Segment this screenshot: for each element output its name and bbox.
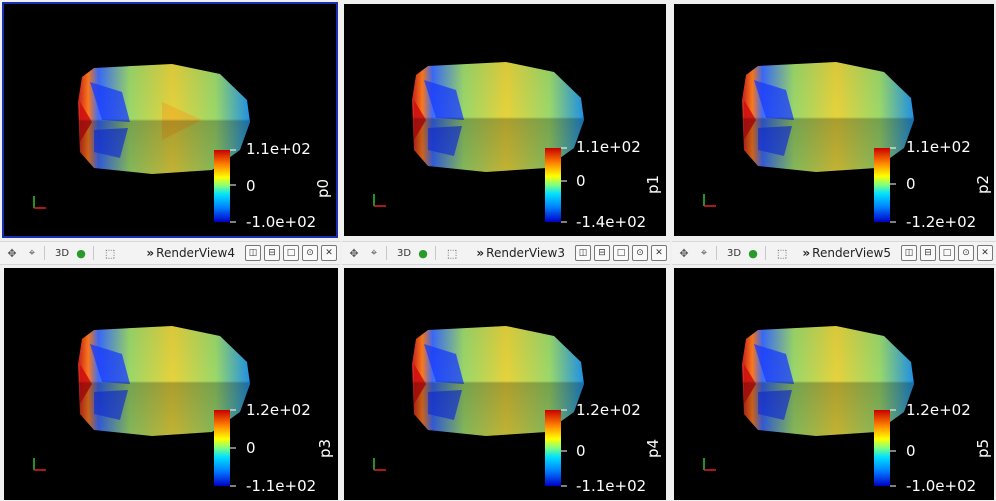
mesh-surface — [742, 326, 914, 436]
colorbar-mid: 0 — [906, 175, 916, 193]
colorbar-max: 1.1e+02 — [576, 138, 641, 156]
axes-triad-icon — [33, 458, 46, 471]
render-icon[interactable]: ● — [418, 246, 428, 260]
colorbar-max: 1.2e+02 — [246, 401, 311, 419]
colorbar-min: -1.0e+02 — [906, 477, 977, 495]
colorbar — [373, 409, 567, 487]
render-view-5[interactable]: 1.2e+02 0 -1.0e+02 p5 — [674, 268, 994, 500]
axes-triad-icon — [373, 458, 386, 471]
axes-triad-icon — [33, 196, 46, 209]
view-toolbar-0: ✥ ⌖ 3D ● ⬚ » RenderView4 ◫ ⊟ □ ⊙ ✕ — [0, 241, 340, 265]
colorbar-min: -1.2e+02 — [906, 213, 977, 231]
split-vertical-icon[interactable]: ⊟ — [264, 245, 280, 261]
view-toolbar-2: ✥ ⌖ 3D ● ⬚ » RenderView5 ◫ ⊟ □ ⊙ ✕ — [672, 241, 996, 265]
colorbar-title: p5 — [974, 438, 992, 458]
mode-3d-button[interactable]: 3D — [55, 247, 70, 259]
colorbar-mid: 0 — [576, 172, 586, 190]
maximize-icon[interactable]: □ — [283, 245, 299, 261]
select-icon[interactable]: ⬚ — [446, 246, 458, 260]
colorbar — [703, 409, 896, 487]
cursor-icon[interactable]: ⌖ — [370, 246, 378, 259]
colorbar-min: -1.4e+02 — [576, 213, 647, 231]
render-icon[interactable]: ● — [748, 246, 758, 260]
colorbar-mid: 0 — [576, 442, 586, 460]
render-view-1[interactable]: 1.1e+02 0 -1.4e+02 p1 — [344, 4, 666, 236]
lock-icon[interactable]: ⊙ — [958, 245, 974, 261]
mode-3d-button[interactable]: 3D — [397, 247, 412, 259]
render-view-3[interactable]: 1.2e+02 0 -1.1e+02 p3 — [4, 268, 338, 500]
split-horizontal-icon[interactable]: ◫ — [575, 245, 591, 261]
axes-triad-icon — [703, 194, 716, 207]
camera-icon[interactable]: ✥ — [679, 246, 689, 260]
colorbar-title: p0 — [314, 178, 332, 198]
colorbar-min: -1.0e+02 — [246, 213, 317, 231]
mode-3d-button[interactable]: 3D — [727, 247, 742, 259]
colorbar-min: -1.1e+02 — [576, 477, 647, 495]
select-icon[interactable]: ⬚ — [776, 246, 788, 260]
colorbar-mid: 0 — [246, 177, 256, 195]
select-icon[interactable]: ⬚ — [104, 246, 116, 260]
colorbar-title: p3 — [316, 438, 334, 458]
colorbar — [703, 147, 896, 223]
close-icon[interactable]: ✕ — [651, 245, 667, 261]
mesh-surface — [412, 62, 584, 172]
colorbar-title: p4 — [644, 438, 662, 458]
colorbar-max: 1.2e+02 — [576, 401, 641, 419]
colorbar — [33, 149, 236, 223]
split-vertical-icon[interactable]: ⊟ — [920, 245, 936, 261]
colorbar-max: 1.1e+02 — [906, 138, 971, 156]
split-horizontal-icon[interactable]: ◫ — [245, 245, 261, 261]
lock-icon[interactable]: ⊙ — [632, 245, 648, 261]
mesh-surface — [78, 326, 250, 436]
render-icon[interactable]: ● — [76, 246, 86, 260]
split-horizontal-icon[interactable]: ◫ — [901, 245, 917, 261]
render-view-4[interactable]: 1.2e+02 0 -1.1e+02 p4 — [344, 268, 666, 500]
colorbar-mid: 0 — [246, 439, 256, 457]
colorbar — [373, 147, 567, 223]
render-view-2[interactable]: 1.1e+02 0 -1.2e+02 p2 — [674, 4, 994, 236]
camera-icon[interactable]: ✥ — [7, 246, 17, 260]
view-toolbar-1: ✥ ⌖ 3D ● ⬚ » RenderView3 ◫ ⊟ □ ⊙ ✕ — [342, 241, 670, 265]
colorbar-title: p2 — [974, 174, 992, 194]
cursor-icon[interactable]: ⌖ — [28, 246, 36, 259]
mesh-surface — [78, 64, 250, 174]
lock-icon[interactable]: ⊙ — [302, 245, 318, 261]
colorbar-title: p1 — [644, 174, 662, 194]
colorbar — [33, 409, 236, 487]
cursor-icon[interactable]: ⌖ — [700, 246, 708, 259]
colorbar-max: 1.1e+02 — [246, 140, 311, 158]
view-name: RenderView5 — [812, 246, 891, 260]
camera-icon[interactable]: ✥ — [349, 246, 359, 260]
maximize-icon[interactable]: □ — [613, 245, 629, 261]
colorbar-mid: 0 — [906, 442, 916, 460]
chevron-right-icon[interactable]: » — [146, 246, 155, 260]
colorbar-min: -1.1e+02 — [246, 477, 317, 495]
render-view-0[interactable]: 1.1e+02 0 -1.0e+02 p0 — [2, 2, 338, 238]
mesh-surface — [742, 62, 914, 172]
axes-triad-icon — [373, 194, 386, 207]
mesh-surface — [412, 326, 584, 436]
colorbar-max: 1.2e+02 — [906, 401, 971, 419]
axes-triad-icon — [703, 458, 716, 471]
close-icon[interactable]: ✕ — [321, 245, 337, 261]
chevron-right-icon[interactable]: » — [476, 246, 485, 260]
maximize-icon[interactable]: □ — [939, 245, 955, 261]
chevron-right-icon[interactable]: » — [802, 246, 811, 260]
close-icon[interactable]: ✕ — [977, 245, 993, 261]
split-vertical-icon[interactable]: ⊟ — [594, 245, 610, 261]
view-name: RenderView4 — [156, 246, 235, 260]
view-name: RenderView3 — [486, 246, 565, 260]
